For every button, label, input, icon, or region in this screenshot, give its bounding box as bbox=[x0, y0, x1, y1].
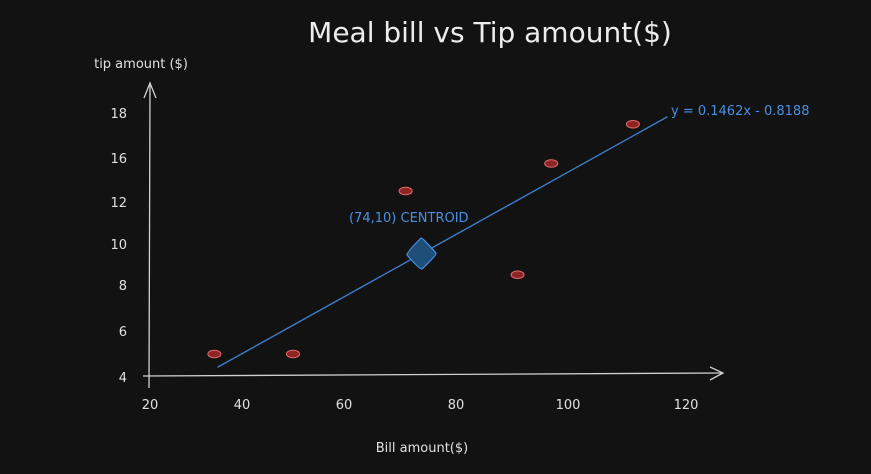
data-point bbox=[207, 349, 222, 359]
y-tick-labels: 4 6 8 10 12 16 18 bbox=[110, 107, 127, 386]
y-tick-label: 10 bbox=[110, 238, 127, 253]
data-point bbox=[510, 270, 525, 280]
centroid-marker bbox=[406, 237, 437, 270]
trendline-group: y = 0.1462x - 0.8188 bbox=[217, 104, 809, 368]
y-tick-label: 18 bbox=[110, 107, 127, 122]
centroid-label: (74,10) CENTROID bbox=[349, 211, 469, 226]
x-axis-arrowhead bbox=[709, 366, 725, 381]
x-tick-label: 40 bbox=[234, 398, 251, 413]
y-axis-line bbox=[148, 83, 151, 389]
data-point bbox=[544, 159, 559, 168]
x-axis-line bbox=[142, 372, 723, 377]
data-point bbox=[286, 349, 300, 359]
x-tick-label: 100 bbox=[556, 398, 581, 413]
chart-title: Meal bill vs Tip amount($) bbox=[308, 16, 672, 49]
y-axis-arrowhead bbox=[143, 81, 157, 99]
y-axis-label: tip amount ($) bbox=[94, 57, 188, 72]
x-tick-label: 20 bbox=[142, 398, 159, 413]
data-point bbox=[398, 186, 413, 196]
trendline bbox=[217, 116, 668, 368]
data-points bbox=[207, 119, 640, 359]
x-tick-label: 120 bbox=[674, 398, 699, 413]
x-axis-label: Bill amount($) bbox=[376, 441, 468, 456]
y-tick-label: 6 bbox=[119, 325, 127, 340]
y-tick-label: 16 bbox=[110, 152, 127, 167]
y-tick-label: 8 bbox=[119, 279, 127, 294]
y-tick-label: 4 bbox=[119, 371, 127, 386]
x-tick-label: 80 bbox=[448, 398, 465, 413]
data-point bbox=[625, 119, 640, 129]
trendline-equation: y = 0.1462x - 0.8188 bbox=[671, 104, 809, 119]
axes bbox=[142, 81, 725, 389]
y-tick-label: 12 bbox=[110, 196, 127, 211]
x-tick-labels: 20 40 60 80 100 120 bbox=[142, 398, 699, 413]
x-tick-label: 60 bbox=[336, 398, 353, 413]
centroid-group: (74,10) CENTROID bbox=[349, 211, 469, 270]
